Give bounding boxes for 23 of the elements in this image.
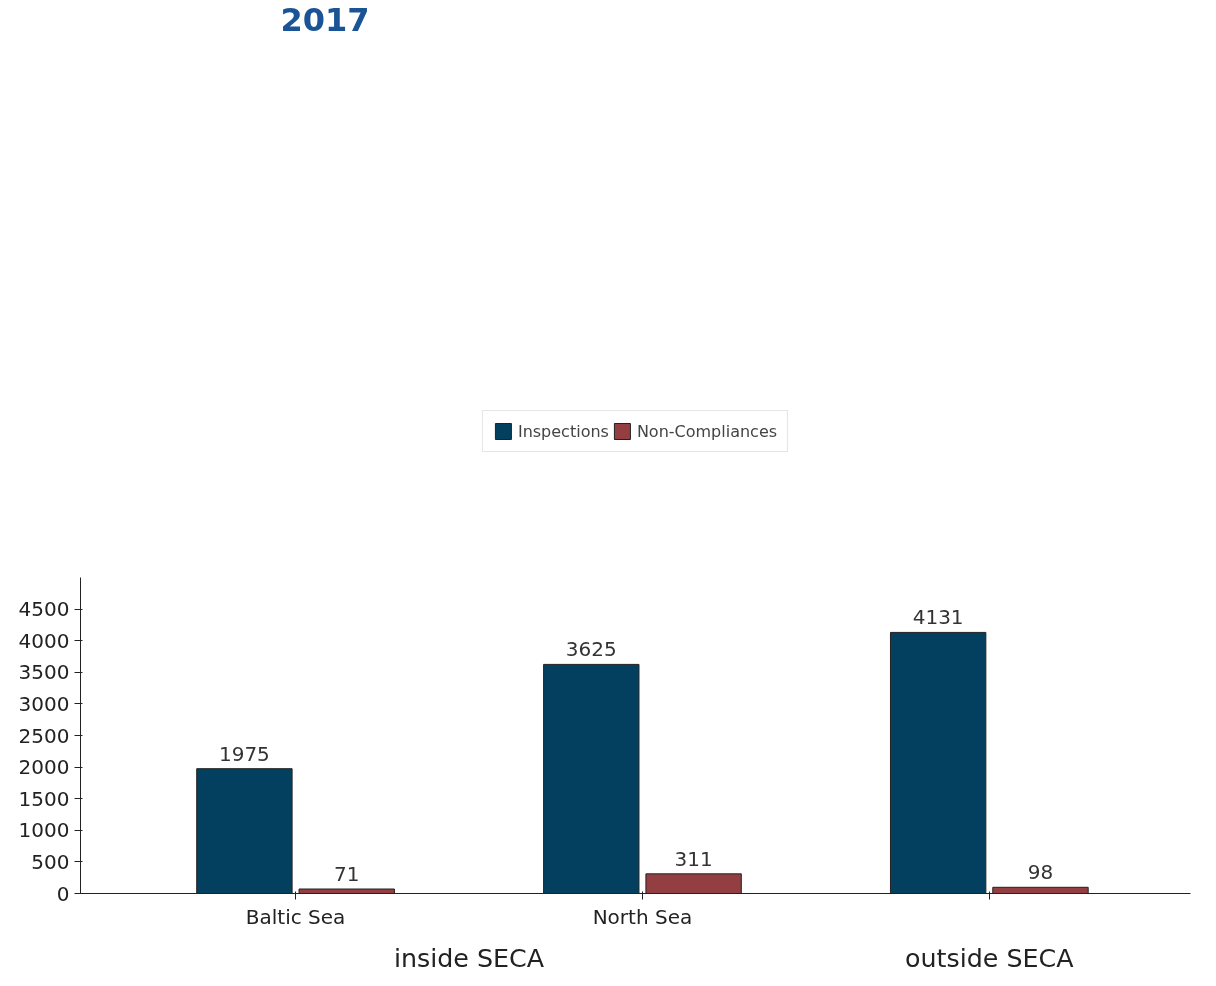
data-label: 311 xyxy=(674,846,713,871)
data-label: 71 xyxy=(334,862,360,887)
y-tick-label: 2500 xyxy=(18,723,70,748)
chart-title: 2017 xyxy=(280,0,370,39)
y-tick-label: 3000 xyxy=(18,691,70,716)
y-tick-label: 4500 xyxy=(18,597,70,622)
legend-label: Inspections xyxy=(517,421,609,441)
data-label: 4131 xyxy=(912,605,964,630)
y-tick-label: 1000 xyxy=(18,818,70,843)
data-label: 1975 xyxy=(218,741,270,766)
data-label: 3625 xyxy=(565,637,617,662)
x-tick-label: North Sea xyxy=(592,904,693,929)
text: inside SECA xyxy=(393,942,545,973)
data-label: 98 xyxy=(1027,860,1054,885)
legend-label: Non-Compliances xyxy=(636,421,778,441)
text: outside SECA xyxy=(905,942,1075,973)
x-tick-label: Baltic Sea xyxy=(245,904,346,929)
y-tick-label: 0 xyxy=(56,881,70,906)
y-tick-label: 4000 xyxy=(18,628,70,653)
y-tick-label: 3500 xyxy=(18,660,70,685)
y-tick-label: 1500 xyxy=(18,786,70,811)
y-tick-label: 2000 xyxy=(18,755,70,780)
y-tick-label: 500 xyxy=(31,849,70,874)
